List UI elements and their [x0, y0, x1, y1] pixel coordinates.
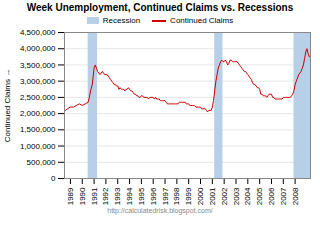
html-text:http://calculatedrisk.blogspot: http://calculatedrisk.blogspot.com/: [107, 207, 213, 214]
svg-text:2,500,000: 2,500,000: [20, 93, 56, 102]
svg-text:500,000: 500,000: [27, 158, 56, 167]
svg-text:2006: 2006: [267, 187, 276, 205]
svg-text:2,000,000: 2,000,000: [20, 109, 56, 118]
svg-text:2001: 2001: [208, 187, 217, 205]
svg-text:2005: 2005: [255, 187, 264, 205]
svg-text:4,000,000: 4,000,000: [20, 44, 56, 53]
svg-text:3,000,000: 3,000,000: [20, 77, 56, 86]
svg-text:1995: 1995: [137, 187, 146, 205]
svg-text:0: 0: [51, 174, 56, 183]
svg-text:1,000,000: 1,000,000: [20, 142, 56, 151]
html-text:Week Unemployment, Continued C: Week Unemployment, Continued Claims vs. …: [26, 2, 294, 13]
html-text:Continued Claims: Continued Claims: [170, 16, 234, 25]
svg-text:3,500,000: 3,500,000: [20, 61, 56, 70]
svg-text:2000: 2000: [196, 187, 205, 205]
html-text:Recession: Recession: [102, 16, 141, 25]
svg-text:1996: 1996: [149, 187, 158, 205]
svg-text:2007: 2007: [279, 187, 288, 205]
svg-text:2002: 2002: [220, 187, 229, 205]
svg-text:1997: 1997: [161, 187, 170, 205]
svg-text:1994: 1994: [125, 187, 134, 205]
svg-text:1989: 1989: [66, 187, 75, 205]
svg-text:1993: 1993: [113, 187, 122, 205]
svg-text:1,500,000: 1,500,000: [20, 125, 56, 134]
svg-text:2008: 2008: [291, 187, 300, 205]
svg-text:1992: 1992: [101, 187, 110, 205]
svg-text:2004: 2004: [243, 187, 252, 205]
svg-text:2003: 2003: [232, 187, 241, 205]
svg-text:Continued Claims →: Continued Claims →: [3, 69, 12, 142]
svg-text:1991: 1991: [90, 187, 99, 205]
svg-text:1990: 1990: [78, 187, 87, 205]
svg-text:1998: 1998: [172, 187, 181, 205]
svg-text:4,500,000: 4,500,000: [20, 28, 56, 37]
svg-text:1999: 1999: [184, 187, 193, 205]
